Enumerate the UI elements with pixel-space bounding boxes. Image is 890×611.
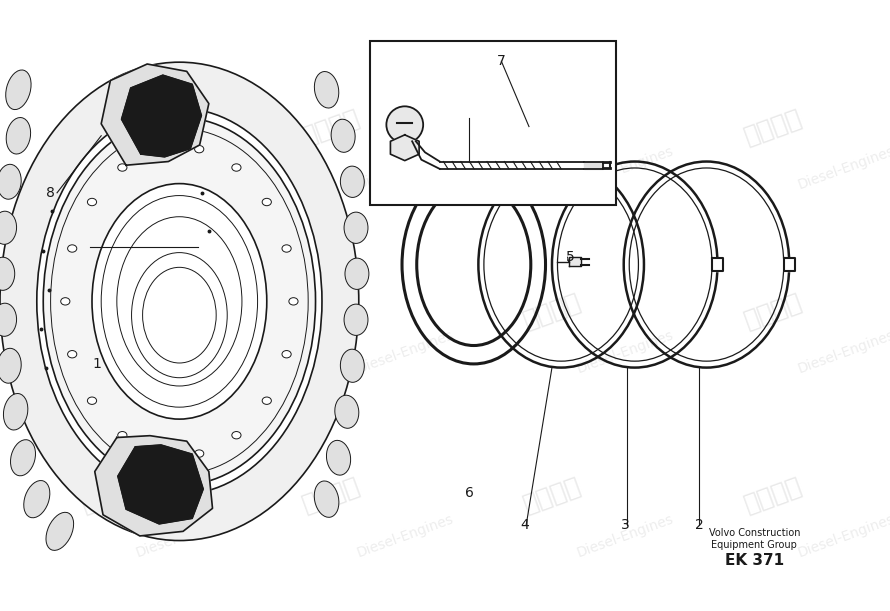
Text: 7: 7 <box>497 54 506 68</box>
Ellipse shape <box>87 199 97 206</box>
Ellipse shape <box>117 431 127 439</box>
Text: 1: 1 <box>93 357 101 371</box>
Text: Diesel-Engines: Diesel-Engines <box>354 144 455 192</box>
Ellipse shape <box>340 349 364 382</box>
Polygon shape <box>712 258 723 271</box>
Ellipse shape <box>87 397 97 404</box>
Ellipse shape <box>344 304 368 335</box>
Text: 紫发动力: 紫发动力 <box>740 289 805 332</box>
Ellipse shape <box>195 145 204 153</box>
Ellipse shape <box>231 431 241 439</box>
Ellipse shape <box>0 257 15 290</box>
Ellipse shape <box>0 62 359 541</box>
Ellipse shape <box>117 164 127 171</box>
Ellipse shape <box>340 166 364 197</box>
Text: Diesel-Engines: Diesel-Engines <box>354 512 455 560</box>
Ellipse shape <box>4 393 28 430</box>
Text: Diesel-Engines: Diesel-Engines <box>134 144 234 192</box>
Text: 紫发动力: 紫发动力 <box>299 105 363 148</box>
Text: 6: 6 <box>465 486 473 500</box>
Text: Diesel-Engines: Diesel-Engines <box>134 512 234 560</box>
Ellipse shape <box>289 298 298 305</box>
Ellipse shape <box>6 117 30 154</box>
Text: 紫发动力: 紫发动力 <box>740 105 805 148</box>
Text: Diesel-Engines: Diesel-Engines <box>796 144 890 192</box>
Polygon shape <box>784 258 795 271</box>
Ellipse shape <box>5 70 31 109</box>
Ellipse shape <box>155 145 164 153</box>
Ellipse shape <box>0 164 21 199</box>
Ellipse shape <box>331 119 355 152</box>
Text: Diesel-Engines: Diesel-Engines <box>796 328 890 376</box>
Text: 紫发动力: 紫发动力 <box>520 473 584 516</box>
Ellipse shape <box>0 348 21 383</box>
Text: 紫发动力: 紫发动力 <box>78 289 142 332</box>
Ellipse shape <box>92 184 267 419</box>
Ellipse shape <box>231 164 241 171</box>
Text: Volvo Construction
Equipment Group: Volvo Construction Equipment Group <box>708 528 800 549</box>
Ellipse shape <box>263 397 271 404</box>
Text: Diesel-Engines: Diesel-Engines <box>575 328 676 376</box>
Ellipse shape <box>11 440 36 476</box>
Ellipse shape <box>0 211 17 244</box>
Ellipse shape <box>327 441 351 475</box>
Ellipse shape <box>335 395 359 428</box>
Ellipse shape <box>314 71 339 108</box>
Text: Diesel-Engines: Diesel-Engines <box>575 144 676 192</box>
Ellipse shape <box>195 450 204 457</box>
Text: 紫发动力: 紫发动力 <box>299 473 363 516</box>
Ellipse shape <box>0 303 17 336</box>
Polygon shape <box>101 64 209 165</box>
Text: 紫发动力: 紫发动力 <box>78 105 142 148</box>
Ellipse shape <box>314 481 339 518</box>
Text: 紫发动力: 紫发动力 <box>299 289 363 332</box>
Ellipse shape <box>282 351 291 358</box>
Ellipse shape <box>345 258 368 290</box>
Polygon shape <box>94 436 213 536</box>
Text: EK 371: EK 371 <box>724 554 784 568</box>
Ellipse shape <box>282 245 291 252</box>
Polygon shape <box>584 161 603 169</box>
Ellipse shape <box>344 212 368 243</box>
Ellipse shape <box>263 199 271 206</box>
Polygon shape <box>121 75 201 157</box>
Ellipse shape <box>36 108 322 494</box>
Text: 紫发动力: 紫发动力 <box>520 289 584 332</box>
Text: Diesel-Engines: Diesel-Engines <box>134 328 234 376</box>
Polygon shape <box>391 135 419 161</box>
Text: 2: 2 <box>695 518 703 532</box>
Text: 紫发动力: 紫发动力 <box>78 473 142 516</box>
Ellipse shape <box>68 351 77 358</box>
Text: 5: 5 <box>566 250 575 264</box>
Ellipse shape <box>24 480 50 518</box>
Ellipse shape <box>68 245 77 252</box>
Bar <box>370 41 617 205</box>
Text: Diesel-Engines: Diesel-Engines <box>796 512 890 560</box>
Ellipse shape <box>44 117 316 485</box>
Polygon shape <box>569 257 581 266</box>
Text: 4: 4 <box>520 518 529 532</box>
Text: 8: 8 <box>46 186 55 200</box>
Ellipse shape <box>386 106 423 143</box>
Polygon shape <box>117 445 203 524</box>
Text: 3: 3 <box>621 518 630 532</box>
Text: Diesel-Engines: Diesel-Engines <box>575 512 676 560</box>
Text: 紫发动力: 紫发动力 <box>740 473 805 516</box>
Text: Diesel-Engines: Diesel-Engines <box>354 328 455 376</box>
Ellipse shape <box>61 298 70 305</box>
Ellipse shape <box>155 450 164 457</box>
Ellipse shape <box>46 512 74 551</box>
Text: 紫发动力: 紫发动力 <box>520 105 584 148</box>
